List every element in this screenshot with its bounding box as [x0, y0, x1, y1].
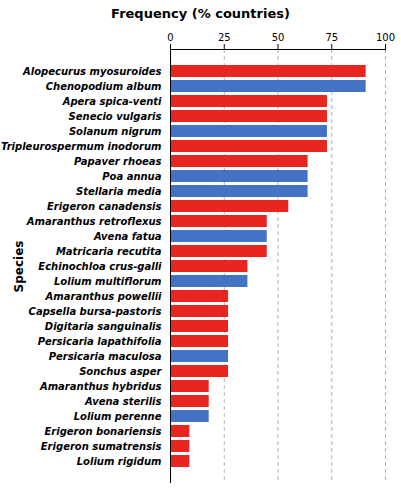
svg-text:Stellaria media: Stellaria media	[76, 186, 162, 197]
svg-text:Poa annua: Poa annua	[102, 171, 162, 182]
svg-text:Lolium perenne: Lolium perenne	[74, 411, 162, 422]
svg-text:Persicaria maculosa: Persicaria maculosa	[49, 351, 162, 362]
svg-text:Erigeron bonariensis: Erigeron bonariensis	[44, 426, 161, 437]
svg-text:Sonchus asper: Sonchus asper	[79, 366, 162, 377]
svg-text:Amaranthus powellii: Amaranthus powellii	[45, 291, 162, 302]
svg-text:Papaver rhoeas: Papaver rhoeas	[74, 156, 162, 167]
svg-text:Alopecurus myosuroides: Alopecurus myosuroides	[22, 66, 162, 77]
svg-text:Avena fatua: Avena fatua	[93, 231, 162, 242]
svg-text:Tripleurospermum inodorum: Tripleurospermum inodorum	[1, 141, 162, 152]
svg-text:Echinochloa crus-galli: Echinochloa crus-galli	[38, 261, 162, 272]
svg-text:Avena sterilis: Avena sterilis	[84, 396, 162, 407]
svg-text:Erigeron sumatrensis: Erigeron sumatrensis	[41, 441, 162, 452]
svg-text:100: 100	[376, 32, 395, 43]
svg-text:Amaranthus hybridus: Amaranthus hybridus	[39, 381, 162, 392]
svg-text:75: 75	[325, 32, 338, 43]
svg-text:50: 50	[272, 32, 285, 43]
svg-text:Matricaria recutita: Matricaria recutita	[56, 246, 162, 257]
svg-text:Lolium rigidum: Lolium rigidum	[77, 456, 162, 467]
svg-text:Amaranthus retroflexus: Amaranthus retroflexus	[26, 216, 162, 227]
svg-text:0: 0	[167, 32, 173, 43]
svg-text:Persicaria lapathifolia: Persicaria lapathifolia	[38, 336, 162, 347]
svg-text:25: 25	[218, 32, 231, 43]
svg-text:Chenopodium album: Chenopodium album	[46, 81, 162, 92]
svg-text:Solanum nigrum: Solanum nigrum	[69, 126, 162, 137]
svg-text:Apera spica-venti: Apera spica-venti	[62, 96, 162, 107]
svg-text:Species: Species	[12, 241, 26, 293]
svg-text:Digitaria sanguinalis: Digitaria sanguinalis	[45, 321, 162, 332]
svg-text:Lolium multiflorum: Lolium multiflorum	[54, 276, 162, 287]
svg-text:Erigeron canadensis: Erigeron canadensis	[47, 201, 162, 212]
svg-text:Senecio vulgaris: Senecio vulgaris	[69, 111, 162, 122]
html-text:Frequency (% countries): Frequency (% countries)	[111, 6, 290, 21]
svg-text:Capsella bursa-pastoris: Capsella bursa-pastoris	[29, 306, 162, 317]
